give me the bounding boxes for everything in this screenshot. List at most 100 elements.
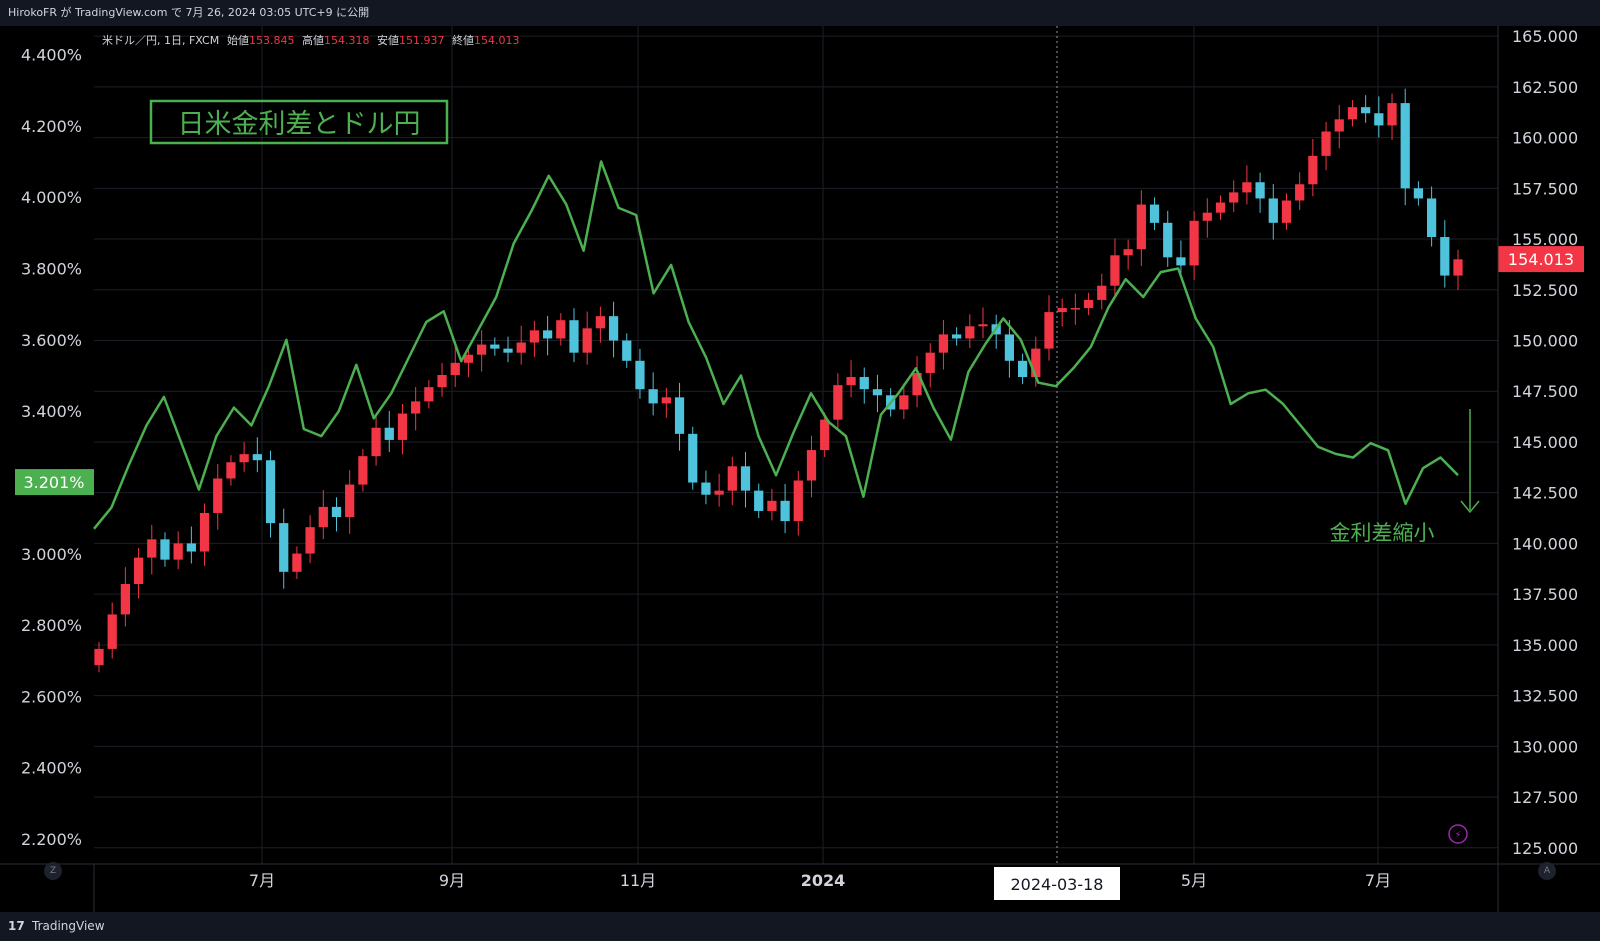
left-axis-tick-label: 3.600% — [21, 331, 82, 350]
left-axis-tick-label: 2.800% — [21, 616, 82, 635]
right-scale-button[interactable]: A — [1538, 862, 1556, 880]
time-axis-tick-label: 7月 — [1365, 871, 1391, 890]
candle-body — [582, 328, 592, 353]
candle-body — [1017, 360, 1028, 378]
left-axis-tick-label: 4.000% — [21, 188, 82, 207]
candle-body — [1083, 299, 1094, 309]
candle-body — [265, 460, 276, 524]
candlestick-series — [94, 88, 1463, 673]
time-axis-tick-label: 5月 — [1181, 871, 1207, 890]
candle-body — [1097, 285, 1107, 300]
candle-body — [1163, 222, 1173, 258]
candle-body — [450, 362, 460, 375]
publisher-bar: HirokoFR が TradingView.com で 7月 26, 2024… — [0, 0, 1600, 26]
candle-body — [490, 344, 500, 349]
candle-body — [1176, 257, 1186, 266]
candle-body — [872, 389, 883, 396]
candle-body — [424, 387, 434, 402]
candle-body — [516, 342, 526, 353]
right-axis-tick-label: 157.500 — [1512, 179, 1578, 198]
candle-body — [714, 490, 724, 495]
narrowing-annotation: 金利差縮小 — [1330, 521, 1435, 545]
left-axis-tick-label: 2.600% — [21, 687, 82, 706]
candle-body — [252, 454, 262, 461]
candle-body — [1031, 348, 1041, 378]
candle-body — [542, 330, 553, 339]
title-annotation-box[interactable] — [149, 99, 449, 145]
candle-body — [1242, 182, 1252, 193]
right-axis-tick-label: 140.000 — [1512, 534, 1578, 553]
right-axis-tick-label: 145.000 — [1512, 433, 1578, 452]
right-axis-tick-label: 150.000 — [1512, 332, 1578, 351]
chart-grid — [94, 26, 1498, 864]
candle-body — [556, 320, 566, 339]
candle-body — [912, 372, 922, 396]
candle-body — [806, 450, 817, 481]
crosshair-date-badge — [994, 867, 1120, 900]
candle-body — [1295, 184, 1305, 201]
candle-body — [595, 316, 605, 329]
candle-body — [1400, 103, 1410, 189]
last-price-label: 154.013 — [1508, 250, 1574, 269]
right-axis-tick-label: 152.500 — [1512, 281, 1578, 300]
price-chart[interactable]: 2024-03-18 154.013 3.201% 4.400% 4.200% 4.00… — [0, 26, 1600, 912]
candle-body — [292, 553, 302, 572]
candle-body — [635, 360, 645, 390]
crosshair-date-label: 2024-03-18 — [1011, 875, 1104, 894]
right-axis-tick-label: 132.500 — [1512, 687, 1578, 706]
candle-body — [938, 334, 949, 353]
candle-body — [780, 500, 790, 522]
candle-body — [978, 324, 988, 327]
right-axis-tick-label: 125.000 — [1512, 839, 1578, 858]
left-axis-tick-label: 3.000% — [21, 545, 82, 564]
left-axis-tick-label: 3.400% — [21, 402, 82, 421]
candle-body — [147, 539, 157, 558]
chart-axes: 4.400% 4.200% 4.000% 3.800% 3.600% 3.400% 3.00… — [0, 26, 1600, 912]
replay-lightning-icon[interactable] — [1448, 824, 1468, 844]
candle-body — [899, 395, 909, 410]
candle-body — [701, 482, 711, 495]
candle-body — [186, 543, 196, 552]
candle-body — [397, 413, 408, 440]
candle-body — [793, 480, 803, 522]
right-axis-tick-label: 162.500 — [1512, 78, 1578, 97]
last-spread-label: 3.201% — [23, 473, 84, 492]
lightning-glyph: ⚡ — [1454, 830, 1461, 841]
left-scale-button[interactable]: Z — [44, 862, 62, 880]
candle-body — [529, 330, 540, 343]
candle-body — [213, 478, 223, 513]
tradingview-brand[interactable]: TradingView — [32, 919, 105, 933]
chart-overlays: 2024-03-18 154.013 3.201% — [15, 26, 1584, 900]
candle-body — [94, 648, 104, 666]
candle-body — [1189, 220, 1199, 266]
right-axis-tick-label: 137.500 — [1512, 585, 1578, 604]
candle-body — [1229, 192, 1239, 203]
candle-body — [1453, 259, 1463, 276]
candle-body — [199, 512, 210, 552]
candle-body — [345, 484, 355, 518]
publisher-text: HirokoFR が TradingView.com で 7月 26, 2024… — [8, 6, 370, 19]
candle-body — [859, 377, 869, 390]
candle-body — [608, 316, 619, 341]
candle-body — [952, 334, 962, 339]
candle-body — [173, 543, 183, 560]
candle-body — [754, 490, 764, 511]
candle-body — [503, 348, 513, 353]
right-axis-tick-label: 127.500 — [1512, 788, 1578, 807]
candle-body — [740, 466, 751, 491]
candle-body — [1070, 308, 1080, 310]
candle-body — [133, 557, 144, 584]
legend-ohlc: 始値153.845 高値154.318 安値151.937 終値154.013 — [227, 33, 520, 47]
candle-body — [1361, 107, 1371, 114]
left-axis-tick-label: 3.800% — [21, 259, 82, 278]
candle-body — [1426, 198, 1437, 238]
candle-body — [674, 397, 685, 434]
time-axis-tick-label: 9月 — [439, 871, 465, 890]
tradingview-logo-icon[interactable]: 17 — [8, 919, 25, 933]
candle-body — [1413, 188, 1424, 199]
candle-body — [1004, 334, 1015, 361]
candle-body — [358, 456, 368, 485]
candle-body — [120, 583, 131, 615]
right-axis-tick-label: 160.000 — [1512, 129, 1578, 148]
left-axis-tick-label: 2.400% — [21, 759, 82, 778]
